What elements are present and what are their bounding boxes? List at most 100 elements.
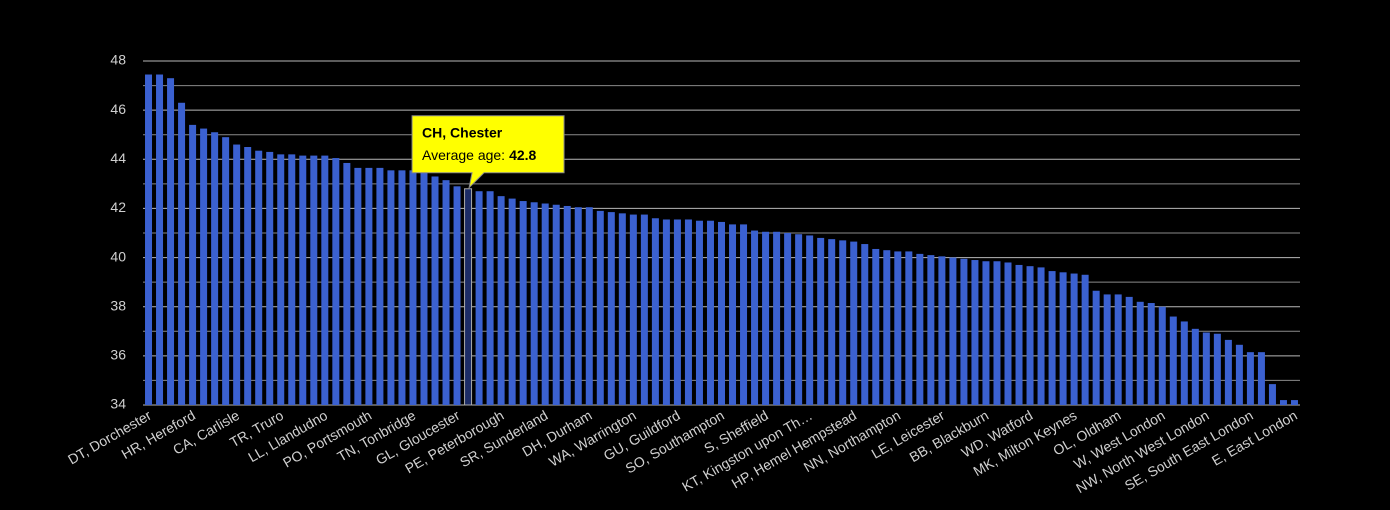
y-tick-label: 46 <box>110 101 126 117</box>
bar <box>773 231 781 405</box>
bar <box>167 78 175 405</box>
y-tick-label: 36 <box>110 347 126 363</box>
bar <box>850 241 858 405</box>
bar <box>872 248 880 405</box>
bar <box>662 219 670 405</box>
bar <box>552 204 560 405</box>
bar <box>607 212 615 405</box>
bar <box>475 191 483 405</box>
bar <box>431 176 439 405</box>
bar <box>1125 296 1133 405</box>
bar <box>409 170 417 405</box>
tooltip: CH, Chester Average age: 42.8 <box>411 115 565 190</box>
bar <box>795 234 803 405</box>
bar <box>387 170 395 405</box>
bar <box>563 205 571 405</box>
bar <box>673 219 681 405</box>
bar <box>1257 352 1265 405</box>
bar <box>1004 262 1012 405</box>
bar <box>695 220 703 405</box>
y-tick-label: 38 <box>110 297 126 313</box>
bar <box>442 180 450 405</box>
y-tick-label: 34 <box>110 396 126 412</box>
bar <box>1180 321 1188 405</box>
bar <box>905 251 913 405</box>
tooltip-value: 42.8 <box>509 146 536 162</box>
bar <box>1213 333 1221 405</box>
bar <box>1136 301 1144 405</box>
bar <box>883 250 891 405</box>
bar <box>211 132 219 405</box>
bar <box>1026 266 1034 405</box>
bar <box>299 155 307 405</box>
bar <box>178 102 186 406</box>
bar <box>541 203 549 405</box>
bar <box>343 162 351 405</box>
bar <box>740 224 748 405</box>
bar <box>1081 274 1089 405</box>
bar <box>486 191 494 405</box>
bar <box>508 198 516 405</box>
bar <box>1147 303 1155 405</box>
bar <box>1158 306 1166 405</box>
bar <box>949 257 957 405</box>
bar <box>629 214 637 405</box>
bar <box>1191 328 1199 405</box>
bar <box>806 235 814 405</box>
bar <box>1246 352 1254 405</box>
bar <box>817 237 825 405</box>
bar <box>266 151 274 405</box>
bar <box>916 253 924 405</box>
bar <box>365 167 373 405</box>
bar <box>751 230 759 405</box>
bar <box>530 202 538 405</box>
bar <box>354 167 362 405</box>
bar <box>828 239 836 405</box>
y-tick-label: 42 <box>110 199 126 215</box>
bar <box>1092 290 1100 405</box>
bar <box>894 251 902 405</box>
bar <box>1114 294 1122 405</box>
bar <box>1169 316 1177 405</box>
bar <box>1048 271 1056 405</box>
bar <box>585 207 593 405</box>
bar <box>497 196 505 405</box>
bar <box>1279 400 1287 405</box>
bar <box>453 186 461 405</box>
bar <box>464 188 473 406</box>
bar <box>574 207 582 405</box>
bar <box>420 172 428 405</box>
bar <box>233 144 241 406</box>
bar <box>784 233 792 405</box>
bar <box>1070 273 1078 405</box>
bar <box>861 244 869 405</box>
bar <box>960 258 968 405</box>
bar <box>398 170 406 405</box>
tooltip-box <box>411 115 565 190</box>
bar <box>277 154 285 405</box>
bar <box>189 124 197 405</box>
bar <box>618 213 626 405</box>
bar <box>729 224 737 405</box>
y-tick-label: 44 <box>110 150 126 166</box>
bar <box>376 167 384 405</box>
tooltip-label: Average age: <box>422 146 505 162</box>
bar <box>321 155 329 405</box>
bar <box>596 210 604 405</box>
bar <box>927 255 935 405</box>
bar <box>718 221 725 405</box>
bar <box>938 256 946 405</box>
y-tick-label: 40 <box>110 248 126 264</box>
bar <box>839 240 847 405</box>
bar <box>332 158 340 405</box>
bar <box>762 231 770 405</box>
bar <box>1059 272 1067 405</box>
bar <box>1290 400 1298 405</box>
bar <box>982 261 990 405</box>
bar <box>971 260 979 405</box>
bar <box>1224 339 1232 405</box>
bar <box>640 214 648 405</box>
bar <box>310 155 318 405</box>
bar <box>1037 267 1045 405</box>
